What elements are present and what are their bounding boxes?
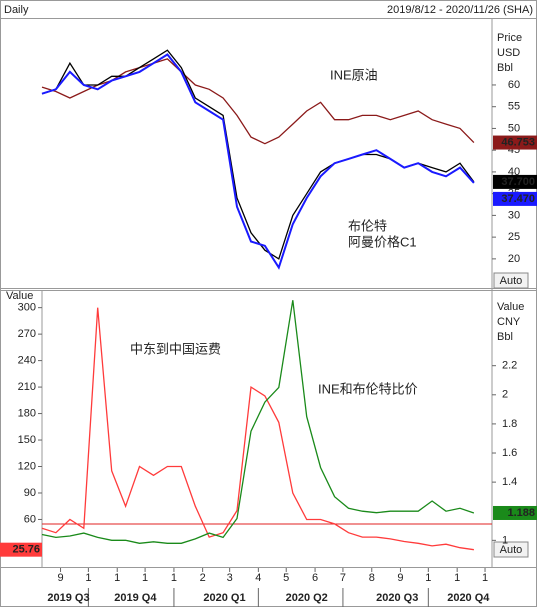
y-tick-label: 50 (508, 122, 520, 134)
last-value-box (0, 542, 42, 557)
auto-button-label[interactable]: Auto (500, 275, 523, 287)
y-tick-label: 240 (18, 355, 36, 367)
last-value-box (493, 174, 537, 189)
series-line (41, 300, 475, 544)
x-tick-label: 1 (425, 572, 431, 584)
last-value-label: 37.700 (501, 176, 535, 188)
y2-tick-label: 2 (502, 389, 508, 401)
last-value-label: 37.470 (501, 193, 535, 205)
y-axis-label: USD (497, 47, 520, 59)
y-tick-label: 300 (18, 302, 36, 314)
y-tick-label: 180 (18, 407, 36, 419)
y-tick-label: 90 (24, 487, 36, 499)
x-tick-label: 4 (255, 572, 261, 584)
x-tick-label: 5 (283, 572, 289, 584)
quarter-label: 2020 Q3 (376, 592, 418, 604)
y-tick-label: 20 (508, 253, 520, 265)
y-tick-label: 40 (508, 166, 520, 178)
y-tick-label: 55 (508, 101, 520, 113)
x-tick-label: 2 (200, 572, 206, 584)
auto-button[interactable] (493, 272, 529, 289)
x-tick-label: 3 (227, 572, 233, 584)
y-axis-label: Value (6, 290, 33, 302)
period: Daily (4, 4, 29, 16)
date-range: 2019/8/12 - 2020/11/26 (SHA) (387, 4, 533, 16)
series-line (41, 53, 475, 270)
x-tick-label: 1 (142, 572, 148, 584)
y2-axis-label: Bbl (497, 331, 513, 343)
x-tick-label: 8 (369, 572, 375, 584)
y2-tick-label: 1 (502, 534, 508, 546)
y-axis-label: Bbl (497, 62, 513, 74)
last-value-box (493, 135, 537, 150)
quarter-label: 2019 Q3 (47, 592, 89, 604)
y2-tick-label: 2.2 (502, 360, 517, 372)
y-tick-label: 25 (508, 231, 520, 243)
x-tick-label: 1 (171, 572, 177, 584)
y-tick-label: 210 (18, 381, 36, 393)
series-name: INE和布伦特比价 (318, 381, 418, 396)
y-tick-label: 150 (18, 434, 36, 446)
series-name: 布伦特 (348, 218, 387, 233)
series-name: 中东到中国运费 (130, 341, 221, 356)
x-tick-label: 1 (85, 572, 91, 584)
series-name: INE原油 (330, 67, 378, 82)
x-tick-label: 6 (312, 572, 318, 584)
last-value-box (493, 191, 537, 206)
quarter-label: 2020 Q1 (203, 592, 245, 604)
y2-tick-label: 1.4 (502, 476, 517, 488)
quarter-label: 2020 Q2 (286, 592, 328, 604)
y-tick-label: 60 (508, 79, 520, 91)
x-tick-label: 9 (57, 572, 63, 584)
last-value-label: 46.753 (501, 136, 535, 148)
quarter-label: 2019 Q4 (114, 592, 157, 604)
y-axis-label: Price (497, 32, 522, 44)
auto-button[interactable] (493, 541, 529, 558)
x-tick-label: 7 (340, 572, 346, 584)
y2-axis-label: Value (497, 301, 524, 313)
y2-axis-label: CNY (497, 316, 521, 328)
quarter-label: 2020 Q4 (447, 592, 490, 604)
y2-tick-label: 1.8 (502, 418, 517, 430)
x-tick-label: 1 (114, 572, 120, 584)
last-value-box (493, 505, 537, 520)
auto-button-label[interactable]: Auto (500, 544, 523, 556)
y-tick-label: 60 (24, 513, 36, 525)
x-tick-label: 1 (482, 572, 488, 584)
y-tick-label: 30 (508, 209, 520, 221)
y-tick-label: 270 (18, 328, 36, 340)
series-line (41, 307, 474, 551)
last-value-label: 25.76 (12, 544, 40, 556)
y2-tick-label: 1.6 (502, 447, 517, 459)
series-name: 阿曼价格C1 (348, 234, 417, 249)
last-value-label: 1.188 (507, 507, 535, 519)
y-tick-label: 120 (18, 460, 36, 472)
x-tick-label: 9 (397, 572, 403, 584)
x-tick-label: 1 (454, 572, 460, 584)
